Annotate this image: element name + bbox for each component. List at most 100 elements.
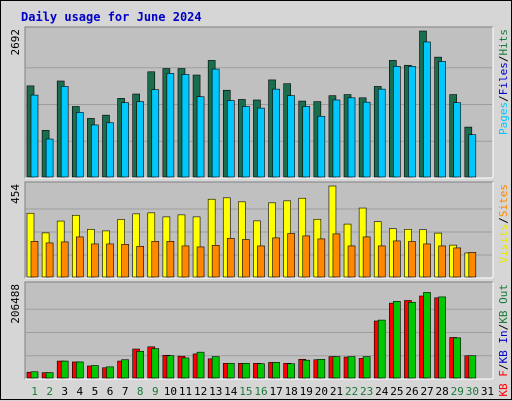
bar-kbytes-kb-in — [408, 301, 416, 379]
day-label: 5 — [92, 385, 99, 398]
day-label: 19 — [300, 385, 313, 398]
bar-hits-pages-pages — [242, 106, 250, 178]
bar-hits-pages-pages — [423, 41, 431, 178]
bar-hits-pages-pages — [377, 88, 386, 178]
bar-visits-sites-sites — [75, 236, 84, 278]
bar-hits-pages-pages — [453, 102, 462, 178]
bar-visits-sites-sites — [438, 245, 446, 278]
bar-hits-pages-pages — [257, 107, 265, 178]
bar-visits-sites-sites — [302, 235, 311, 278]
day-label: 17 — [269, 385, 282, 398]
day-label: 15 — [239, 385, 252, 398]
bar-visits-sites-sites — [423, 243, 431, 278]
bar-visits-sites-sites — [136, 246, 144, 278]
bar-visits-sites-sites — [408, 241, 416, 278]
legend-separator: / — [497, 324, 510, 331]
bar-kbytes-kb-in — [91, 365, 99, 379]
ymax-label: 454 — [9, 184, 22, 204]
legend-item: KB In — [497, 330, 510, 363]
bar-visits-sites-sites — [317, 238, 326, 278]
ymax-label: 206488 — [9, 284, 22, 324]
day-label: 3 — [61, 385, 68, 398]
legend-item: Visits — [497, 224, 510, 264]
day-label: 2 — [46, 385, 53, 398]
legend-separator: / — [497, 217, 510, 224]
day-label: 20 — [315, 385, 328, 398]
bar-hits-pages-pages — [226, 100, 235, 178]
day-label: 26 — [405, 385, 418, 398]
day-label: 23 — [360, 385, 373, 398]
day-label: 30 — [466, 385, 479, 398]
bar-visits-sites-visits — [207, 198, 216, 278]
bar-visits-sites-sites — [468, 252, 477, 278]
bar-visits-sites-sites — [30, 241, 39, 278]
bar-visits-sites-sites — [453, 247, 462, 278]
bar-visits-sites-visits — [132, 213, 140, 278]
bar-hits-pages-pages — [91, 124, 99, 178]
bar-visits-sites-sites — [196, 246, 205, 278]
day-label: 14 — [224, 385, 238, 398]
day-label: 18 — [285, 385, 298, 398]
bar-visits-sites-sites — [332, 233, 341, 278]
bar-hits-pages-pages — [60, 86, 69, 178]
day-label: 13 — [209, 385, 222, 398]
bar-visits-sites-sites — [166, 241, 175, 278]
day-label: 29 — [451, 385, 464, 398]
bar-kbytes-kb-in — [272, 362, 280, 379]
bar-kbytes-kb-in — [196, 351, 205, 379]
day-label: 31 — [481, 385, 494, 398]
bar-hits-pages-pages — [393, 66, 401, 178]
bar-hits-pages-pages — [181, 74, 190, 178]
bar-visits-sites-sites — [242, 239, 250, 278]
bar-kbytes-kb-in — [423, 292, 431, 379]
bar-kbytes-kb-in — [181, 357, 190, 379]
legend-item: Hits — [497, 29, 510, 56]
bar-hits-pages-pages — [468, 134, 477, 178]
chart-title: Daily usage for June 2024 — [21, 10, 202, 24]
bar-kbytes-kb-in — [136, 350, 144, 379]
day-label: 6 — [107, 385, 114, 398]
bar-kbytes-kb-in — [106, 366, 114, 379]
legend-item: Pages — [497, 102, 510, 135]
day-label: 12 — [194, 385, 207, 398]
bar-kbytes-kb-in — [287, 363, 295, 379]
bar-kbytes-kb-in — [302, 359, 311, 379]
legend-item: KB F — [497, 370, 510, 397]
bar-visits-sites-sites — [377, 245, 386, 278]
day-label: 11 — [179, 385, 192, 398]
bar-visits-sites-sites — [121, 244, 129, 278]
ymax-label: 2692 — [9, 29, 22, 56]
legend-separator: / — [497, 95, 510, 102]
bar-hits-pages-pages — [166, 73, 175, 178]
bar-kbytes-kb-in — [151, 348, 160, 379]
bar-kbytes-kb-in — [30, 371, 39, 379]
bar-visits-sites-sites — [393, 240, 401, 278]
bar-kbytes-kb-in — [453, 337, 462, 379]
day-label: 27 — [420, 385, 433, 398]
bar-hits-pages-pages — [106, 122, 114, 178]
bar-visits-sites-sites — [211, 245, 220, 278]
legend-item: KB Out — [497, 284, 510, 324]
bar-visits-sites-sites — [347, 245, 356, 278]
bar-hits-pages-pages — [302, 106, 311, 178]
bar-visits-sites-sites — [45, 242, 54, 278]
day-label: 24 — [375, 385, 389, 398]
bar-visits-sites-sites — [60, 241, 69, 278]
day-label: 22 — [345, 385, 358, 398]
bar-kbytes-kb-in — [332, 356, 341, 379]
bar-visits-sites-sites — [272, 237, 280, 278]
day-label: 1 — [31, 385, 38, 398]
legend-visits-sites: Visits/Sites — [497, 184, 510, 264]
bar-hits-pages-pages — [136, 101, 144, 178]
bar-kbytes-kb-in — [377, 319, 386, 379]
bar-kbytes-kb-in — [242, 362, 250, 379]
bar-hits-pages-pages — [332, 99, 341, 178]
day-label: 25 — [390, 385, 403, 398]
bar-kbytes-kb-in — [211, 356, 220, 379]
day-label: 4 — [77, 385, 84, 398]
bar-kbytes-kb-in — [166, 355, 175, 379]
bar-hits-pages-pages — [45, 138, 54, 178]
bar-hits-pages-pages — [287, 95, 295, 178]
